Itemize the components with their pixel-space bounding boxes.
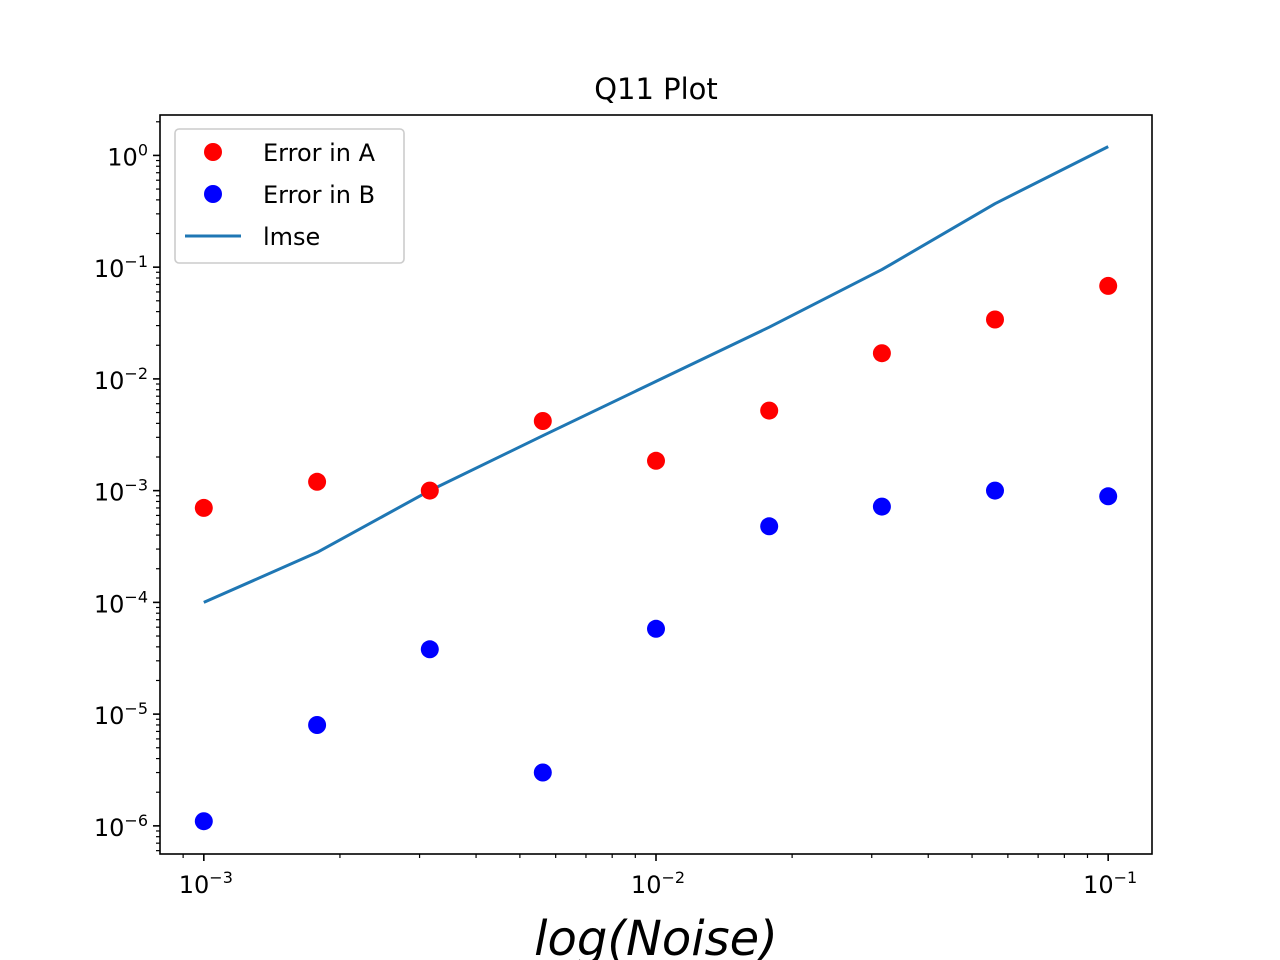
data-point-0-4 <box>647 451 665 470</box>
legend-marker-1 <box>204 185 222 203</box>
data-point-1-6 <box>872 497 891 516</box>
y-tick-label-4: 10−4 <box>94 587 148 618</box>
y-tick-label-2: 10−2 <box>94 364 148 395</box>
x-tick-label-1: 10−2 <box>631 868 685 899</box>
y-tick-label-6: 10−6 <box>94 811 148 842</box>
x-tick-label-0: 10−3 <box>179 868 233 899</box>
legend: Error in A Error in B lmse <box>174 128 405 264</box>
legend-marker-0 <box>204 143 222 161</box>
axis-ticks: 10−3 10−2 10−1 100 10−1 10−2 10−3 10−4 10−5 10−6 <box>94 121 1137 899</box>
data-point-0-8 <box>1099 276 1118 295</box>
data-point-1-0 <box>194 812 213 831</box>
y-tick-label-5: 10−5 <box>94 699 148 730</box>
data-point-0-0 <box>194 498 213 517</box>
data-point-1-7 <box>986 481 1004 500</box>
data-point-0-1 <box>308 472 327 491</box>
legend-label-2: lmse <box>263 223 320 251</box>
data-point-1-8 <box>1099 487 1118 506</box>
y-tick-label-3: 10−3 <box>94 476 148 507</box>
data-point-0-6 <box>872 344 891 363</box>
data-point-0-3 <box>533 412 552 430</box>
data-point-0-7 <box>986 310 1004 329</box>
y-tick-label-1: 10−1 <box>94 252 148 283</box>
data-point-0-5 <box>760 401 779 420</box>
data-point-1-4 <box>647 619 665 638</box>
legend-label-0: Error in A <box>263 139 376 167</box>
data-point-1-1 <box>308 716 327 734</box>
y-tick-label-0: 100 <box>107 140 148 171</box>
data-point-1-5 <box>760 517 779 536</box>
plot-marks <box>194 145 1118 831</box>
x-tick-label-2: 10−1 <box>1083 868 1137 899</box>
data-point-1-3 <box>533 763 552 782</box>
series-line-2 <box>203 145 1109 604</box>
data-point-0-2 <box>420 481 439 500</box>
data-point-1-2 <box>420 640 439 659</box>
legend-label-1: Error in B <box>263 181 375 209</box>
x-axis-label: log(Noise) <box>534 911 778 960</box>
chart-title: Q11 Plot <box>594 72 718 106</box>
legend-box <box>174 128 405 264</box>
